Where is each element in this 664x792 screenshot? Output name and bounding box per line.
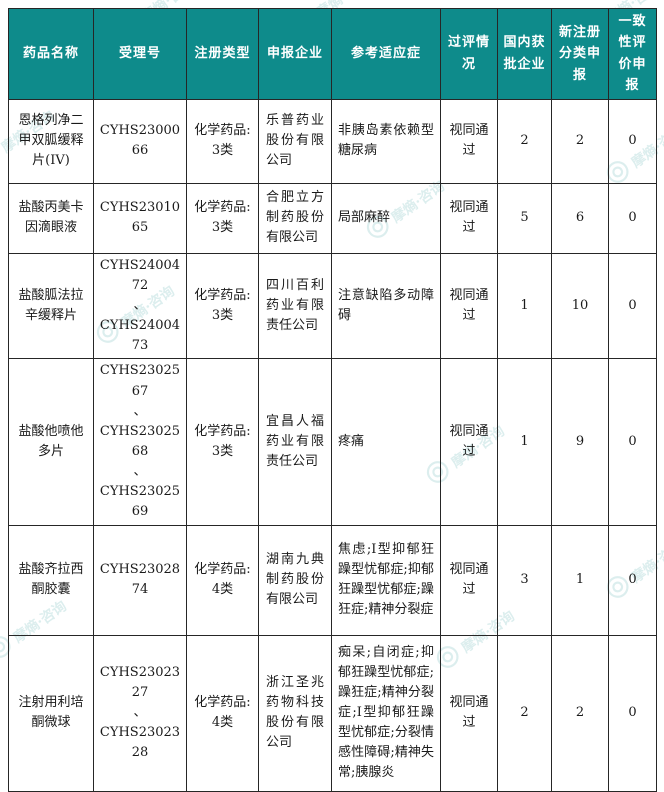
column-header-drug-name: 药品名称 (8, 8, 94, 100)
table-row: 恩格列净二甲双胍缓释片(IV) CYHS2300066 化学药品: 3类 乐普药业股份… (8, 98, 657, 184)
table-row: 盐酸他喷他多片 CYHS2302567 、 CYHS2302568 、 CYHS2… (8, 358, 657, 526)
cell-domestic-approved: 2 (497, 98, 552, 184)
column-header-new-reg-filings: 新注册分类申报 (551, 8, 609, 100)
column-header-acceptance-no: 受理号 (93, 8, 187, 100)
cell-indication: 注意缺陷多动障碍 (331, 252, 441, 360)
header-row: 药品名称 受理号 注册类型 申报企业 参考适应症 过评情况 国内获批企业 新注册分类申报 一致性… (8, 8, 657, 100)
cell-reg-type: 化学药品: 4类 (186, 634, 259, 792)
drug-filing-table: 药品名称 受理号 注册类型 申报企业 参考适应症 过评情况 国内获批企业 新注册分类申报 一致性… (8, 8, 657, 792)
cell-applicant: 四川百利药业有限责任公司 (258, 252, 332, 360)
cell-indication: 疼痛 (331, 358, 441, 526)
cell-drug-name: 盐酸胍法拉辛缓释片 (8, 252, 94, 360)
cell-applicant: 浙江圣兆药物科技股份有限公司 (258, 634, 332, 792)
column-header-reg-type: 注册类型 (186, 8, 259, 100)
table-header: 药品名称 受理号 注册类型 申报企业 参考适应症 过评情况 国内获批企业 新注册分类申报 一致性… (8, 8, 657, 100)
cell-domestic-approved: 1 (497, 252, 552, 360)
cell-acceptance-no: CYHS2301065 (93, 182, 187, 254)
watermark-logo-icon (0, 139, 8, 178)
cell-drug-name: 盐酸他喷他多片 (8, 358, 94, 526)
cell-review-status: 视同通过 (440, 358, 498, 526)
cell-consistency-filings: 0 (608, 98, 657, 184)
cell-acceptance-no: CYHS2400472 、 CYHS2400473 (93, 252, 187, 360)
cell-drug-name: 盐酸丙美卡因滴眼液 (8, 182, 94, 254)
cell-indication: 局部麻醉 (331, 182, 441, 254)
cell-review-status: 视同通过 (440, 182, 498, 254)
cell-indication: 痴呆;自闭症;抑郁狂躁型忧郁症;躁狂症;精神分裂症;I型抑郁狂躁型忧郁症;分裂情… (331, 634, 441, 792)
table-row: 盐酸胍法拉辛缓释片 CYHS2400472 、 CYHS2400473 化学药品: … (8, 252, 657, 360)
cell-domestic-approved: 3 (497, 524, 552, 636)
table-row: 盐酸丙美卡因滴眼液 CYHS2301065 化学药品: 3类 合肥立方制药股份有限公司… (8, 182, 657, 254)
cell-acceptance-no: CYHS2302567 、 CYHS2302568 、 CYHS2302569 (93, 358, 187, 526)
cell-drug-name: 恩格列净二甲双胍缓释片(IV) (8, 98, 94, 184)
column-header-domestic-approved: 国内获批企业 (497, 8, 552, 100)
column-header-review-status: 过评情况 (440, 8, 498, 100)
cell-indication: 非胰岛素依赖型糖尿病 (331, 98, 441, 184)
cell-domestic-approved: 2 (497, 634, 552, 792)
cell-domestic-approved: 5 (497, 182, 552, 254)
cell-applicant: 合肥立方制药股份有限公司 (258, 182, 332, 254)
cell-applicant: 湖南九典制药股份有限公司 (258, 524, 332, 636)
table-body: 恩格列净二甲双胍缓释片(IV) CYHS2300066 化学药品: 3类 乐普药业股份… (8, 98, 657, 792)
cell-acceptance-no: CYHS2300066 (93, 98, 187, 184)
cell-new-reg-filings: 2 (551, 634, 609, 792)
cell-review-status: 视同通过 (440, 634, 498, 792)
cell-domestic-approved: 1 (497, 358, 552, 526)
cell-reg-type: 化学药品: 3类 (186, 98, 259, 184)
cell-reg-type: 化学药品: 4类 (186, 524, 259, 636)
column-header-indication: 参考适应症 (331, 8, 441, 100)
cell-applicant: 乐普药业股份有限公司 (258, 98, 332, 184)
cell-new-reg-filings: 2 (551, 98, 609, 184)
cell-review-status: 视同通过 (440, 98, 498, 184)
cell-reg-type: 化学药品: 3类 (186, 358, 259, 526)
cell-new-reg-filings: 6 (551, 182, 609, 254)
cell-consistency-filings: 0 (608, 358, 657, 526)
cell-review-status: 视同通过 (440, 524, 498, 636)
cell-applicant: 宜昌人福药业有限责任公司 (258, 358, 332, 526)
table-row: 盐酸齐拉西酮胶囊 CYHS2302874 化学药品: 4类 湖南九典制药股份有限公司焦… (8, 524, 657, 636)
cell-acceptance-no: CYHS2302874 (93, 524, 187, 636)
cell-review-status: 视同通过 (440, 252, 498, 360)
cell-reg-type: 化学药品: 3类 (186, 182, 259, 254)
cell-consistency-filings: 0 (608, 634, 657, 792)
cell-new-reg-filings: 9 (551, 358, 609, 526)
cell-drug-name: 盐酸齐拉西酮胶囊 (8, 524, 94, 636)
cell-acceptance-no: CYHS2302327 、 CYHS2302328 (93, 634, 187, 792)
table-row: 注射用利培酮微球 CYHS2302327 、 CYHS2302328 化学药品: 4… (8, 634, 657, 792)
column-header-consistency-filings: 一致性评价申报 (608, 8, 657, 100)
cell-consistency-filings: 0 (608, 524, 657, 636)
cell-indication: 焦虑;I型抑郁狂躁型忧郁症;抑郁狂躁型忧郁症;躁狂症;精神分裂症 (331, 524, 441, 636)
drug-filing-table-wrapper: 药品名称 受理号 注册类型 申报企业 参考适应症 过评情况 国内获批企业 新注册分类申报 一致性… (8, 8, 657, 792)
column-header-applicant: 申报企业 (258, 8, 332, 100)
cell-new-reg-filings: 10 (551, 252, 609, 360)
cell-consistency-filings: 0 (608, 182, 657, 254)
cell-reg-type: 化学药品: 3类 (186, 252, 259, 360)
cell-drug-name: 注射用利培酮微球 (8, 634, 94, 792)
cell-consistency-filings: 0 (608, 252, 657, 360)
cell-new-reg-filings: 1 (551, 524, 609, 636)
